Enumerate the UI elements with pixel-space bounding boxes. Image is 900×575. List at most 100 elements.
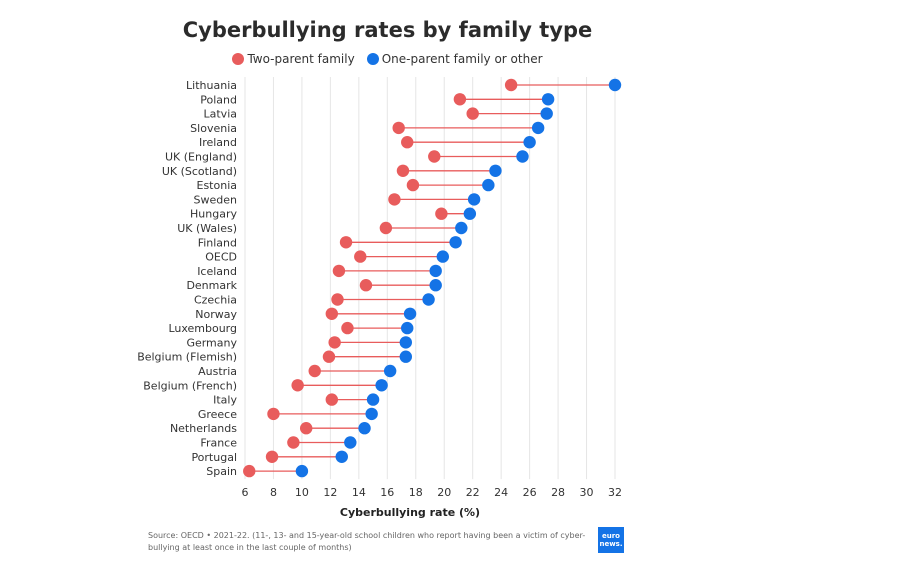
dot-one-parent-france: [344, 436, 357, 449]
dot-two-parent-iceland: [332, 264, 346, 278]
dot-two-parent-france: [287, 436, 300, 449]
row-label-portugal: Portugal: [191, 451, 237, 464]
row-label-uk-wales: UK (Wales): [177, 222, 237, 235]
dot-one-parent-netherlands: [358, 422, 371, 435]
x-tick-label-14: 14: [352, 486, 366, 499]
dot-two-parent-germany: [328, 336, 341, 349]
row-label-luxembourg: Luxembourg: [168, 322, 237, 335]
dot-one-parent-estonia: [482, 178, 495, 192]
dot-two-parent-italy: [325, 393, 339, 406]
dot-one-parent-belgium-flemish: [399, 350, 413, 363]
dot-two-parent-uk-england: [428, 150, 441, 163]
row-label-norway: Norway: [195, 308, 237, 321]
x-tick-label-26: 26: [523, 486, 537, 499]
dot-one-parent-iceland: [429, 264, 442, 278]
dot-one-parent-finland: [449, 236, 462, 249]
dot-two-parent-belgium-flemish: [322, 350, 336, 363]
dot-two-parent-portugal: [265, 450, 279, 463]
x-tick-label-32: 32: [608, 486, 622, 499]
dot-one-parent-germany: [399, 336, 413, 349]
legend: Two-parent family One-parent family or o…: [0, 52, 775, 66]
row-label-uk-scotland: UK (Scotland): [162, 165, 237, 178]
row-label-ireland: Ireland: [199, 136, 237, 149]
row-label-czechia: Czechia: [194, 294, 237, 307]
dot-two-parent-denmark: [359, 279, 373, 292]
row-label-france: France: [200, 437, 237, 450]
row-label-italy: Italy: [213, 394, 237, 407]
dot-two-parent-oecd: [354, 250, 367, 263]
row-label-latvia: Latvia: [204, 108, 238, 121]
row-label-lithuania: Lithuania: [186, 79, 237, 92]
row-label-poland: Poland: [200, 93, 237, 106]
row-label-hungary: Hungary: [190, 208, 237, 221]
dot-one-parent-luxembourg: [401, 321, 414, 335]
dot-one-parent-norway: [403, 307, 417, 320]
x-tick-label-30: 30: [580, 486, 594, 499]
dot-two-parent-spain: [243, 464, 256, 478]
legend-item-one-parent[interactable]: One-parent family or other: [366, 52, 543, 66]
row-label-belgium-french: Belgium (French): [143, 379, 237, 392]
row-label-denmark: Denmark: [186, 279, 237, 292]
x-tick-label-28: 28: [551, 486, 565, 499]
x-tick-label-16: 16: [380, 486, 394, 499]
dot-two-parent-latvia: [466, 107, 479, 120]
dot-two-parent-netherlands: [299, 422, 313, 435]
legend-dot-one-parent: [366, 53, 379, 65]
dot-two-parent-slovenia: [392, 121, 405, 135]
dot-one-parent-hungary: [463, 207, 477, 220]
dot-one-parent-ireland: [523, 136, 536, 149]
row-label-sweden: Sweden: [194, 193, 237, 206]
row-label-netherlands: Netherlands: [170, 422, 237, 435]
x-axis-label: Cyberbullying rate (%): [340, 506, 480, 519]
dot-one-parent-sweden: [467, 193, 481, 206]
legend-label-one-parent: One-parent family or other: [381, 52, 543, 66]
dot-two-parent-uk-scotland: [396, 164, 410, 177]
dot-two-parent-greece: [267, 407, 280, 421]
dot-two-parent-finland: [339, 236, 353, 249]
euronews-logo[interactable]: euro news.: [598, 527, 624, 553]
chart-title: Cyberbullying rates by family type: [182, 18, 593, 42]
dot-one-parent-portugal: [335, 450, 348, 463]
dot-two-parent-uk-wales: [379, 221, 393, 235]
dot-one-parent-lithuania: [608, 78, 622, 92]
source-note: Source: OECD • 2021-22. (11-, 13- and 15…: [148, 531, 586, 552]
row-label-slovenia: Slovenia: [190, 122, 237, 135]
logo-line2: news.: [599, 540, 623, 548]
dot-one-parent-greece: [365, 407, 378, 421]
row-label-belgium-flemish: Belgium (Flemish): [137, 351, 237, 364]
x-tick-label-24: 24: [494, 486, 508, 499]
dot-one-parent-austria: [383, 364, 397, 378]
x-tick-label-12: 12: [323, 486, 337, 499]
dot-two-parent-ireland: [401, 136, 414, 149]
row-label-spain: Spain: [206, 465, 237, 478]
dot-two-parent-czechia: [331, 293, 344, 306]
dot-two-parent-norway: [325, 307, 339, 320]
dot-one-parent-belgium-french: [375, 379, 388, 392]
dot-two-parent-hungary: [435, 207, 448, 220]
dot-one-parent-spain: [295, 464, 309, 478]
x-tick-label-10: 10: [295, 486, 309, 499]
x-tick-label-8: 8: [270, 486, 277, 499]
dot-two-parent-poland: [453, 93, 467, 106]
dot-two-parent-estonia: [406, 178, 420, 192]
logo-line1: euro: [602, 532, 620, 540]
dot-one-parent-uk-scotland: [489, 164, 502, 177]
dot-two-parent-sweden: [388, 193, 401, 206]
row-label-greece: Greece: [198, 408, 237, 421]
dot-two-parent-belgium-french: [291, 379, 304, 392]
dot-one-parent-uk-wales: [455, 221, 468, 235]
row-label-finland: Finland: [198, 236, 237, 249]
dot-two-parent-luxembourg: [341, 321, 354, 335]
dot-one-parent-slovenia: [531, 121, 545, 135]
dot-one-parent-oecd: [436, 250, 450, 263]
x-tick-label-22: 22: [466, 486, 480, 499]
dot-one-parent-denmark: [429, 279, 442, 292]
x-tick-label-18: 18: [409, 486, 423, 499]
row-label-uk-england: UK (England): [165, 151, 237, 164]
legend-item-two-parent[interactable]: Two-parent family: [232, 52, 355, 66]
dot-two-parent-austria: [308, 364, 321, 378]
row-label-iceland: Iceland: [197, 265, 237, 278]
dot-one-parent-czechia: [422, 293, 435, 306]
x-tick-label-20: 20: [437, 486, 451, 499]
